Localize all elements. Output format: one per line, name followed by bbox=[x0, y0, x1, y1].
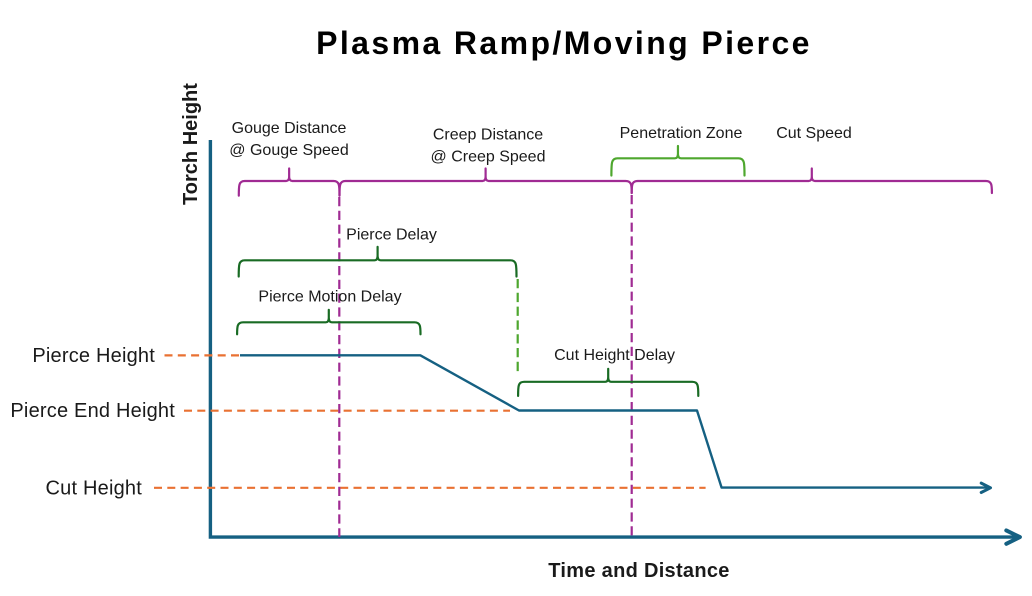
svg-text:Torch Height: Torch Height bbox=[180, 83, 202, 205]
svg-text:Plasma Ramp/Moving Pierce: Plasma Ramp/Moving Pierce bbox=[316, 25, 812, 61]
svg-text:Gouge Distance: Gouge Distance bbox=[232, 120, 347, 137]
svg-text:Pierce Motion Delay: Pierce Motion Delay bbox=[258, 289, 401, 306]
svg-text:Penetration Zone: Penetration Zone bbox=[620, 125, 743, 142]
svg-text:Pierce Height: Pierce Height bbox=[32, 345, 155, 367]
svg-text:@ Creep Speed: @ Creep Speed bbox=[431, 149, 546, 166]
svg-text:@ Gouge Speed: @ Gouge Speed bbox=[229, 142, 348, 159]
svg-text:Cut Height: Cut Height bbox=[46, 478, 143, 500]
svg-text:Pierce Delay: Pierce Delay bbox=[346, 227, 437, 244]
svg-text:Cut Height Delay: Cut Height Delay bbox=[554, 347, 675, 364]
svg-text:Pierce End Height: Pierce End Height bbox=[10, 400, 175, 422]
svg-text:Creep Distance: Creep Distance bbox=[433, 127, 543, 144]
svg-text:Time and Distance: Time and Distance bbox=[548, 560, 729, 582]
svg-text:Cut Speed: Cut Speed bbox=[776, 125, 852, 142]
